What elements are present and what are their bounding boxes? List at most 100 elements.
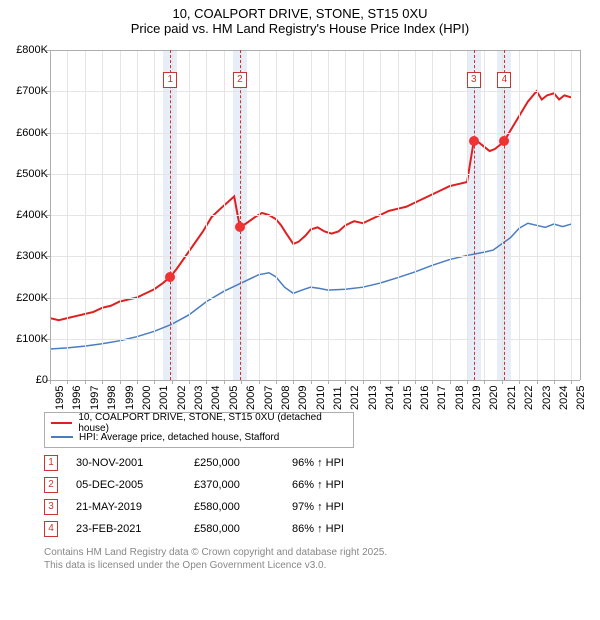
x-axis-label: 2005 [228, 386, 240, 410]
axis-border [50, 50, 580, 51]
sale-hpi: 86% ↑ HPI [292, 523, 382, 535]
y-axis-label: £800K [12, 44, 48, 56]
x-axis-label: 2024 [558, 386, 570, 410]
x-axis-label: 2009 [297, 386, 309, 410]
footer-line2: This data is licensed under the Open Gov… [44, 559, 600, 572]
legend-row: 10, COALPORT DRIVE, STONE, ST15 0XU (det… [51, 416, 347, 430]
v-gridline [432, 50, 433, 380]
axis-border [50, 380, 580, 381]
x-axis-label: 2022 [523, 386, 535, 410]
x-axis-label: 2000 [141, 386, 153, 410]
v-gridline [241, 50, 242, 380]
footer-attrib: Contains HM Land Registry data © Crown c… [44, 546, 600, 572]
sale-price: £580,000 [194, 501, 274, 513]
footer-line1: Contains HM Land Registry data © Crown c… [44, 546, 600, 559]
legend-swatch [51, 436, 73, 438]
sale-row: 4 23-FEB-2021 £580,000 86% ↑ HPI [44, 518, 600, 540]
sale-hpi: 97% ↑ HPI [292, 501, 382, 513]
x-axis-label: 2006 [245, 386, 257, 410]
y-axis-label: £700K [12, 85, 48, 97]
sale-table: 130-NOV-2001£250,00096% ↑ HPI205-DEC-200… [44, 452, 600, 540]
marker-line [170, 50, 171, 380]
x-axis-label: 2023 [541, 386, 553, 410]
v-gridline [450, 50, 451, 380]
sale-date: 21-MAY-2019 [76, 501, 176, 513]
x-axis-label: 2019 [471, 386, 483, 410]
sale-row: 205-DEC-2005£370,00066% ↑ HPI [44, 474, 600, 496]
x-axis-label: 2021 [506, 386, 518, 410]
marker-dot [499, 136, 509, 146]
x-axis-label: 2002 [176, 386, 188, 410]
marker-number-box: 4 [497, 72, 511, 88]
h-gridline [50, 256, 580, 257]
sale-number-box: 1 [44, 455, 58, 471]
v-gridline [259, 50, 260, 380]
x-axis-label: 2010 [315, 386, 327, 410]
y-axis-label: £400K [12, 209, 48, 221]
y-axis-label: £100K [12, 333, 48, 345]
chart-container: 10, COALPORT DRIVE, STONE, ST15 0XU Pric… [0, 0, 600, 620]
y-axis-label: £200K [12, 292, 48, 304]
h-gridline [50, 174, 580, 175]
v-gridline [154, 50, 155, 380]
x-axis-label: 2012 [349, 386, 361, 410]
sale-price: £250,000 [194, 457, 274, 469]
marker-line [474, 50, 475, 380]
v-gridline [120, 50, 121, 380]
axis-border [50, 50, 51, 380]
marker-number-box: 3 [467, 72, 481, 88]
v-gridline [328, 50, 329, 380]
marker-dot [235, 222, 245, 232]
marker-line [504, 50, 505, 380]
v-gridline [137, 50, 138, 380]
v-gridline [363, 50, 364, 380]
v-gridline [85, 50, 86, 380]
sale-number-box: 4 [44, 521, 58, 537]
v-gridline [102, 50, 103, 380]
chart-area: 1234 £0£100K£200K£300K£400K£500K£600K£70… [10, 40, 590, 406]
marker-dot [165, 272, 175, 282]
sale-price: £370,000 [194, 479, 274, 491]
v-gridline [415, 50, 416, 380]
sale-date: 23-FEB-2021 [76, 523, 176, 535]
x-axis-label: 1997 [89, 386, 101, 410]
chart-subtitle: Price paid vs. HM Land Registry's House … [0, 21, 600, 40]
sale-price: £580,000 [194, 523, 274, 535]
v-gridline [467, 50, 468, 380]
x-axis-label: 2014 [384, 386, 396, 410]
sale-number-box: 3 [44, 499, 58, 515]
marker-number-box: 1 [163, 72, 177, 88]
legend-swatch [51, 422, 72, 424]
x-axis-label: 2020 [488, 386, 500, 410]
v-gridline [537, 50, 538, 380]
marker-number-box: 2 [233, 72, 247, 88]
v-gridline [311, 50, 312, 380]
v-gridline [519, 50, 520, 380]
x-axis-label: 1999 [124, 386, 136, 410]
x-axis-label: 2013 [367, 386, 379, 410]
sale-date: 30-NOV-2001 [76, 457, 176, 469]
sale-date: 05-DEC-2005 [76, 479, 176, 491]
x-axis-label: 2015 [402, 386, 414, 410]
y-axis-label: £0 [12, 374, 48, 386]
x-axis-label: 1996 [71, 386, 83, 410]
sale-hpi: 66% ↑ HPI [292, 479, 382, 491]
v-gridline [398, 50, 399, 380]
v-gridline [484, 50, 485, 380]
v-gridline [293, 50, 294, 380]
sale-hpi: 96% ↑ HPI [292, 457, 382, 469]
axis-border [580, 50, 581, 380]
x-axis-label: 2016 [419, 386, 431, 410]
sale-row: 1 30-NOV-2001 £250,000 96% ↑ HPI [44, 452, 600, 474]
x-axis-label: 2011 [332, 386, 344, 410]
sale-row: 3 21-MAY-2019 £580,000 97% ↑ HPI [44, 496, 600, 518]
v-gridline [554, 50, 555, 380]
y-axis-label: £300K [12, 250, 48, 262]
h-gridline [50, 215, 580, 216]
marker-dot [469, 136, 479, 146]
v-gridline [189, 50, 190, 380]
plot-region: 1 2 34 [50, 50, 580, 380]
v-gridline [502, 50, 503, 380]
chart-title: 10, COALPORT DRIVE, STONE, ST15 0XU [0, 0, 600, 21]
v-gridline [380, 50, 381, 380]
